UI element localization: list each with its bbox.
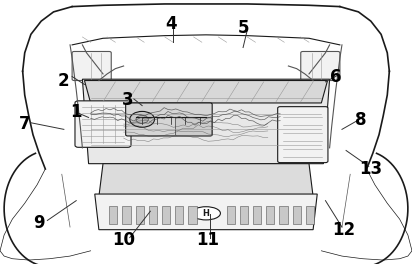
Polygon shape [95, 194, 317, 230]
Text: 6: 6 [330, 68, 342, 86]
Text: 10: 10 [112, 231, 135, 249]
Bar [306, 206, 314, 224]
FancyBboxPatch shape [72, 51, 111, 81]
Text: 7: 7 [19, 115, 30, 133]
Text: 3: 3 [122, 91, 133, 109]
FancyBboxPatch shape [126, 103, 212, 136]
Bar [136, 206, 144, 224]
Bar [188, 206, 197, 224]
Bar [149, 206, 157, 224]
Polygon shape [99, 164, 313, 197]
Text: 5: 5 [237, 19, 249, 37]
Text: H: H [203, 209, 209, 218]
FancyBboxPatch shape [301, 51, 340, 81]
Text: 4: 4 [165, 15, 177, 33]
Bar [162, 206, 170, 224]
Bar [279, 206, 288, 224]
Circle shape [130, 111, 154, 127]
Bar [227, 206, 235, 224]
Bar [293, 206, 301, 224]
Text: 8: 8 [355, 111, 366, 129]
Bar [109, 206, 117, 224]
Text: 13: 13 [359, 160, 382, 178]
Bar [122, 206, 131, 224]
Text: 2: 2 [58, 72, 70, 89]
Text: 1: 1 [70, 103, 82, 121]
Bar [175, 206, 183, 224]
Text: 11: 11 [197, 231, 220, 249]
Bar [266, 206, 274, 224]
Text: 12: 12 [332, 221, 356, 239]
Ellipse shape [192, 207, 220, 220]
Bar [253, 206, 261, 224]
FancyBboxPatch shape [278, 107, 328, 163]
Bar [240, 206, 248, 224]
Text: 9: 9 [33, 214, 45, 232]
Polygon shape [82, 79, 330, 164]
FancyBboxPatch shape [176, 118, 212, 136]
FancyBboxPatch shape [75, 101, 131, 147]
Circle shape [136, 115, 148, 123]
Polygon shape [84, 81, 328, 103]
